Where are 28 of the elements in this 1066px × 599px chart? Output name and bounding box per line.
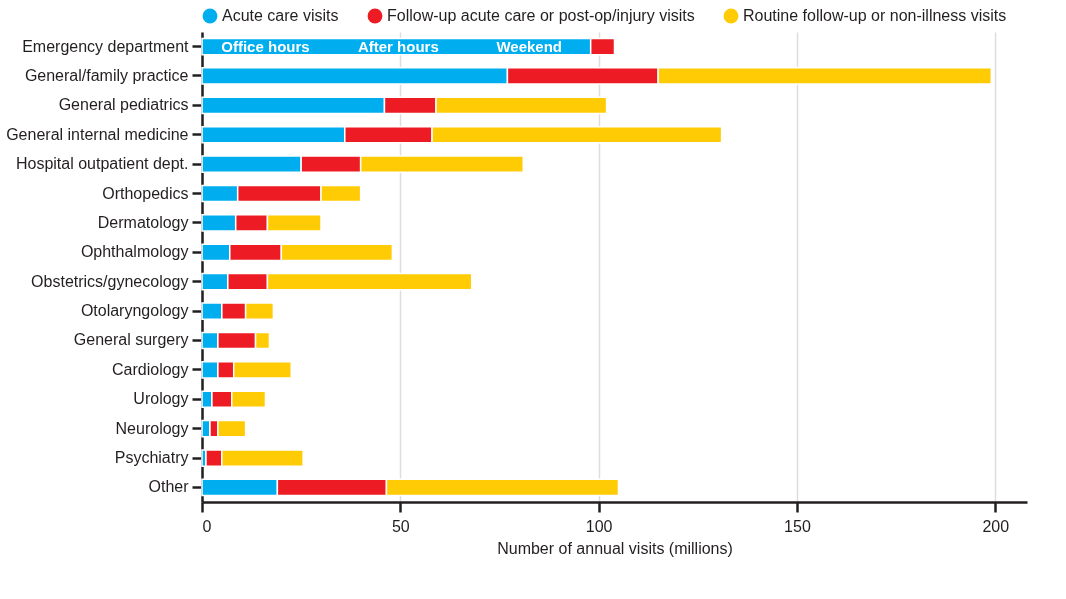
x-tick-label: 150 [784,517,811,535]
annotation: After hours [357,37,439,55]
y-tick-label: Dermatology [97,213,189,231]
annotation: Weekend [496,37,563,55]
y-tick-label: Urology [133,390,189,408]
y-tick-label: Otolaryngology [80,302,189,320]
y-tick-label: Hospital outpatient dept. [15,155,189,173]
x-tick-label: 50 [391,517,410,535]
y-tick-label: Cardiology [112,360,189,378]
y-tick-label: Orthopedics [102,184,189,202]
y-tick-label: Obstetrics/gynecology [31,272,189,290]
legend-label: Follow-up acute care or post-op/injury visits [387,7,695,24]
y-tick-label: Other [148,478,190,496]
annotation: Office hours [221,37,310,55]
y-tick-label: General pediatrics [58,96,189,114]
y-tick-label: Neurology [115,419,189,437]
x-tick-label: 100 [585,517,613,535]
y-tick-label: General/family practice [24,66,189,84]
legend-label: Routine follow-up or non-illness visits [743,7,1007,24]
y-tick-label: General internal medicine [6,125,189,143]
x-axis-title: Number of annual visits (millions) [497,539,733,557]
x-tick-label: 0 [202,517,212,535]
y-tick-label: Psychiatry [114,449,189,467]
y-tick-label: Emergency department [22,37,190,55]
y-tick-label: Ophthalmology [80,243,189,261]
legend-label: Acute care visits [222,7,339,24]
x-tick-label: 200 [982,517,1010,535]
y-tick-label: General surgery [73,331,189,349]
